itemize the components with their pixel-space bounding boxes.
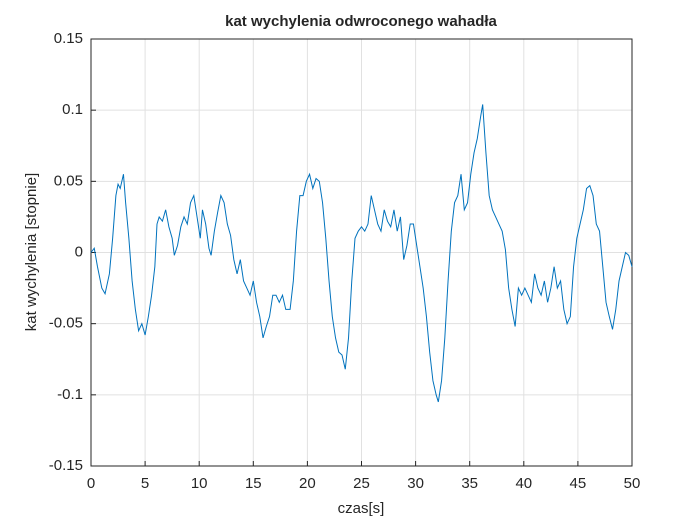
x-tick-label: 40 (515, 475, 532, 492)
y-tick-label: -0.15 (49, 457, 83, 474)
x-tick-label: 5 (141, 475, 149, 492)
y-tick-label: 0.15 (54, 30, 83, 47)
y-tick-label: -0.1 (57, 386, 83, 403)
y-tick-label: -0.05 (49, 315, 83, 332)
x-tick-label: 35 (461, 475, 478, 492)
data-line (90, 104, 633, 403)
x-axis-label: czas[s] (338, 500, 385, 517)
y-tick-label: 0 (75, 243, 83, 260)
y-tick-label: 0.1 (62, 101, 83, 118)
x-tick-label: 50 (624, 475, 641, 492)
x-tick-label: 0 (87, 475, 95, 492)
x-tick-label: 10 (191, 475, 208, 492)
y-tick-label: 0.05 (54, 172, 83, 189)
x-tick-label: 45 (570, 475, 587, 492)
chart-title: kat wychylenia odwroconego wahadła (225, 13, 497, 30)
x-tick-label: 30 (407, 475, 424, 492)
x-tick-label: 20 (299, 475, 316, 492)
x-tick-label: 25 (353, 475, 370, 492)
x-tick-label: 15 (245, 475, 262, 492)
y-axis-label: kat wychylenia [stopnie] (23, 173, 40, 331)
